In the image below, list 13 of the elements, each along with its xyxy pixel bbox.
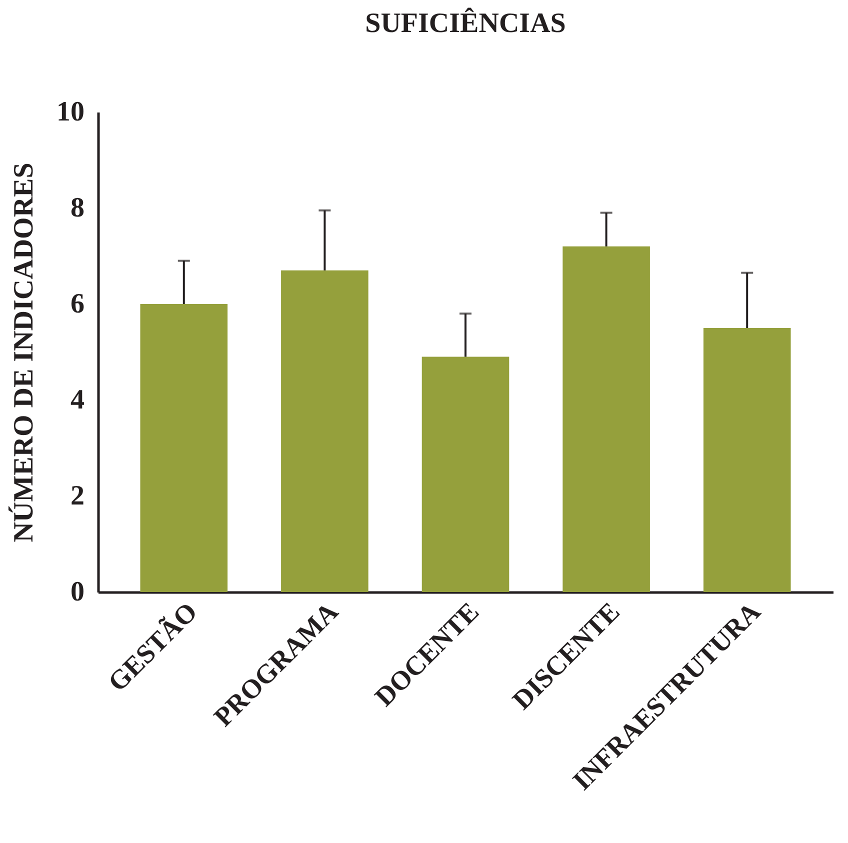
bar: [562, 246, 650, 592]
bar: [281, 270, 368, 592]
chart-title: SUFICIÊNCIAS: [365, 7, 566, 39]
bar: [422, 356, 510, 592]
y-tick-label: 8: [70, 192, 84, 224]
bar: [703, 328, 791, 592]
y-tick-label: 2: [70, 480, 84, 512]
y-tick-label: 0: [70, 576, 84, 608]
y-tick-label: 10: [56, 96, 84, 128]
y-tick-label: 4: [70, 384, 84, 416]
y-tick-label: 6: [70, 288, 84, 320]
bar: [140, 304, 228, 592]
y-axis-title: NÚMERO DE INDICADORES: [8, 162, 40, 542]
